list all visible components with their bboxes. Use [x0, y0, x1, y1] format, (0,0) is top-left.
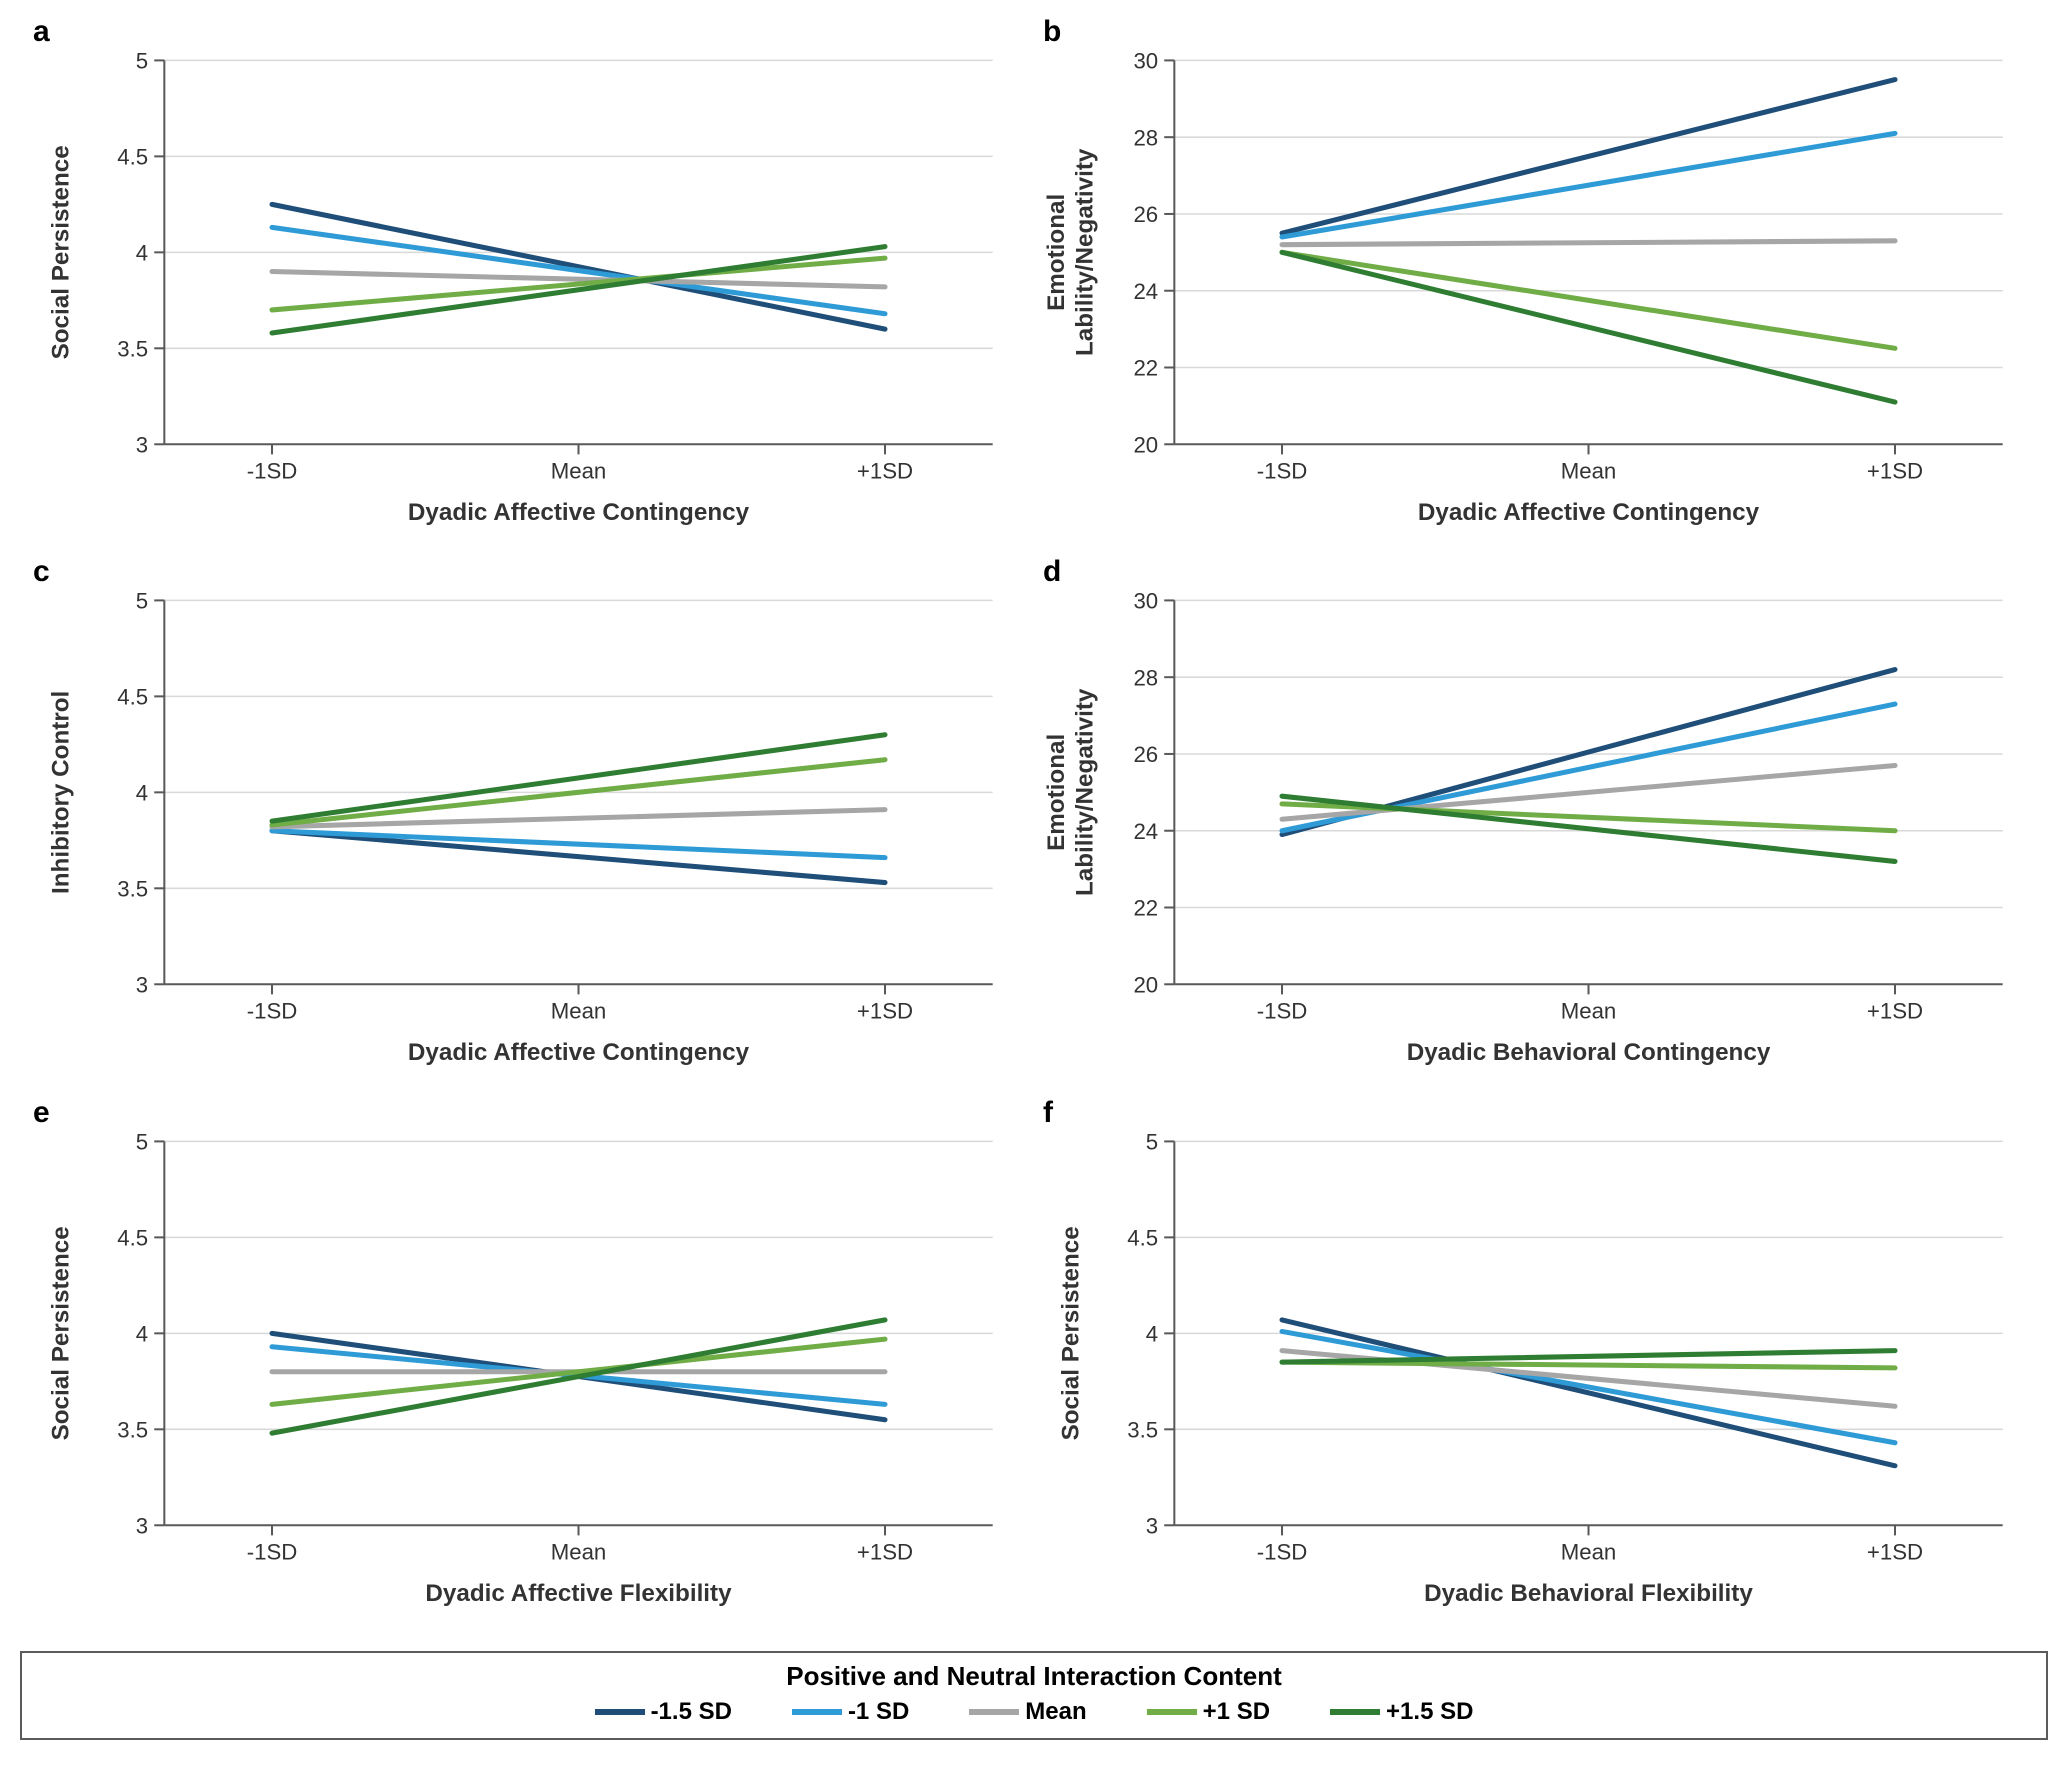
- svg-text:22: 22: [1133, 896, 1158, 921]
- svg-text:4: 4: [1146, 1321, 1158, 1346]
- svg-text:4.5: 4.5: [1127, 1225, 1158, 1250]
- svg-text:-1SD: -1SD: [1257, 459, 1308, 484]
- chart-c: 3 3.5 4 4.5 5 -1SD Mean +1SD Dyadic Affective Co…: [33, 560, 1023, 1085]
- svg-text:3.5: 3.5: [117, 336, 148, 361]
- panel-d: d202224262830-1SDMean+1SDDyadic Behavior…: [1043, 560, 2033, 1090]
- legend-item: -1.5 SD: [595, 1698, 732, 1726]
- legend-item: +1.5 SD: [1330, 1698, 1473, 1726]
- svg-text:22: 22: [1133, 356, 1158, 381]
- svg-text:-1SD: -1SD: [1257, 1539, 1308, 1564]
- legend-swatch: [595, 1709, 645, 1715]
- legend-items: -1.5 SD -1 SD Mean +1 SD +1.5 SD: [34, 1698, 2034, 1726]
- svg-text:Mean: Mean: [1561, 999, 1617, 1024]
- panel-letter: c: [33, 555, 50, 589]
- svg-text:4: 4: [136, 240, 148, 265]
- legend-item: Mean: [969, 1698, 1086, 1726]
- svg-text:30: 30: [1133, 589, 1158, 614]
- svg-text:Mean: Mean: [551, 1539, 607, 1564]
- panel-letter: b: [1043, 15, 1061, 49]
- svg-text:Mean: Mean: [1561, 1539, 1617, 1564]
- svg-text:-1SD: -1SD: [1257, 999, 1308, 1024]
- chart-e: 3 3.5 4 4.5 5 -1SD Mean +1SD Dyadic Affective Fl…: [33, 1101, 1023, 1626]
- legend-label: -1 SD: [848, 1698, 909, 1726]
- svg-text:3: 3: [136, 973, 148, 998]
- svg-text:3: 3: [136, 432, 148, 457]
- svg-text:3.5: 3.5: [117, 877, 148, 902]
- y-axis-label: Social Persistence: [47, 1226, 74, 1440]
- legend-swatch: [1147, 1709, 1197, 1715]
- svg-text:Mean: Mean: [551, 459, 607, 484]
- svg-text:+1SD: +1SD: [1867, 999, 1923, 1024]
- y-axis-label: Social Persistence: [47, 145, 74, 359]
- svg-text:20: 20: [1133, 432, 1158, 457]
- x-axis-label: Dyadic Affective Contingency: [1418, 499, 1760, 526]
- svg-text:-1SD: -1SD: [247, 1539, 298, 1564]
- legend-label: +1 SD: [1203, 1698, 1270, 1726]
- chart-b: 20 22 24 26 28 30 -1SD Mean +1SD Dyadic Affective…: [1043, 20, 2033, 545]
- svg-text:3.5: 3.5: [1127, 1417, 1158, 1442]
- svg-text:26: 26: [1133, 202, 1158, 227]
- svg-text:Mean: Mean: [1561, 459, 1617, 484]
- chart-f: 3 3.5 4 4.5 5 -1SD Mean +1SD Dyadic Behavioral F…: [1043, 1101, 2033, 1626]
- legend: Positive and Neutral Interaction Content…: [20, 1651, 2048, 1740]
- panel-letter: e: [33, 1096, 50, 1130]
- svg-text:4.5: 4.5: [117, 1225, 148, 1250]
- chart-d: 20 22 24 26 28 30 -1SD Mean +1SD Dyadic Behaviora…: [1043, 560, 2033, 1085]
- svg-text:4: 4: [136, 781, 148, 806]
- legend-swatch: [969, 1709, 1019, 1715]
- legend-label: -1.5 SD: [651, 1698, 732, 1726]
- legend-swatch: [1330, 1709, 1380, 1715]
- svg-text:24: 24: [1133, 819, 1158, 844]
- svg-text:5: 5: [1146, 1129, 1158, 1154]
- legend-swatch: [792, 1709, 842, 1715]
- svg-text:30: 30: [1133, 48, 1158, 73]
- panel-a: a33.544.55-1SDMean+1SDDyadic Affective C…: [33, 20, 1023, 550]
- svg-text:26: 26: [1133, 742, 1158, 767]
- panel-c: c33.544.55-1SDMean+1SDDyadic Affective C…: [33, 560, 1023, 1090]
- legend-label: Mean: [1025, 1698, 1086, 1726]
- svg-text:-1SD: -1SD: [247, 459, 298, 484]
- svg-text:4.5: 4.5: [117, 685, 148, 710]
- panel-letter: d: [1043, 555, 1061, 589]
- x-axis-label: Dyadic Behavioral Flexibility: [1424, 1580, 1753, 1607]
- panel-letter: a: [33, 15, 50, 49]
- svg-text:+1SD: +1SD: [1867, 1539, 1923, 1564]
- svg-text:4: 4: [136, 1321, 148, 1346]
- legend-title: Positive and Neutral Interaction Content: [34, 1661, 2034, 1692]
- panel-f: f33.544.55-1SDMean+1SDDyadic Behavioral …: [1043, 1101, 2033, 1631]
- svg-text:3.5: 3.5: [117, 1417, 148, 1442]
- svg-text:24: 24: [1133, 279, 1158, 304]
- svg-text:Mean: Mean: [551, 999, 607, 1024]
- chart-grid: a33.544.55-1SDMean+1SDDyadic Affective C…: [33, 20, 2033, 1631]
- svg-text:5: 5: [136, 589, 148, 614]
- svg-text:+1SD: +1SD: [1867, 459, 1923, 484]
- chart-a: 3 3.5 4 4.5 5 -1SD Mean +1SD Dyadic Affective Co…: [33, 20, 1023, 545]
- svg-text:+1SD: +1SD: [857, 999, 913, 1024]
- svg-text:5: 5: [136, 1129, 148, 1154]
- x-axis-label: Dyadic Affective Contingency: [408, 1039, 750, 1066]
- svg-text:28: 28: [1133, 666, 1158, 691]
- legend-label: +1.5 SD: [1386, 1698, 1473, 1726]
- svg-text:28: 28: [1133, 125, 1158, 150]
- y-axis-label: Social Persistence: [1057, 1226, 1084, 1440]
- svg-text:20: 20: [1133, 973, 1158, 998]
- svg-text:+1SD: +1SD: [857, 459, 913, 484]
- legend-item: -1 SD: [792, 1698, 909, 1726]
- panel-letter: f: [1043, 1096, 1053, 1130]
- svg-text:-1SD: -1SD: [247, 999, 298, 1024]
- svg-text:5: 5: [136, 48, 148, 73]
- svg-text:3: 3: [1146, 1513, 1158, 1538]
- svg-text:3: 3: [136, 1513, 148, 1538]
- svg-text:4.5: 4.5: [117, 144, 148, 169]
- x-axis-label: Dyadic Behavioral Contingency: [1407, 1039, 1771, 1066]
- legend-item: +1 SD: [1147, 1698, 1270, 1726]
- x-axis-label: Dyadic Affective Contingency: [408, 499, 750, 526]
- panel-b: b202224262830-1SDMean+1SDDyadic Affectiv…: [1043, 20, 2033, 550]
- svg-text:+1SD: +1SD: [857, 1539, 913, 1564]
- panel-e: e33.544.55-1SDMean+1SDDyadic Affective F…: [33, 1101, 1023, 1631]
- x-axis-label: Dyadic Affective Flexibility: [425, 1580, 732, 1607]
- y-axis-label: Inhibitory Control: [47, 691, 74, 894]
